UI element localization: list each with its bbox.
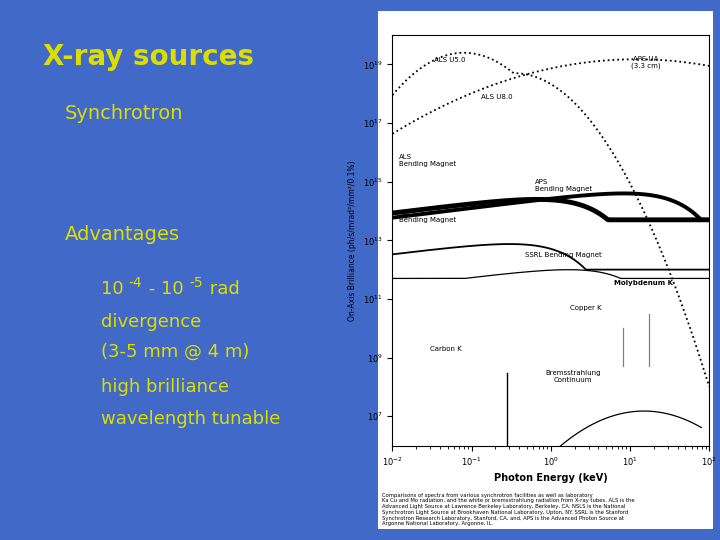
- Text: Advantages: Advantages: [65, 225, 180, 244]
- Text: Synchrotron: Synchrotron: [65, 104, 184, 123]
- Text: ALS
Bending Magnet: ALS Bending Magnet: [399, 154, 456, 167]
- Text: Copper K: Copper K: [570, 305, 601, 311]
- Text: ALS U8.0: ALS U8.0: [481, 94, 513, 100]
- Text: (3-5 mm @ 4 m): (3-5 mm @ 4 m): [101, 342, 249, 360]
- Text: high brilliance: high brilliance: [101, 377, 229, 395]
- Text: rad: rad: [204, 280, 240, 298]
- Text: wavelength tunable: wavelength tunable: [101, 410, 280, 428]
- Text: -5: -5: [189, 276, 203, 290]
- Text: SSRL Bending Magnet: SSRL Bending Magnet: [526, 252, 602, 258]
- Text: Comparisons of spectra from various synchrotron facilities as well as laboratory: Comparisons of spectra from various sync…: [382, 492, 634, 526]
- Text: divergence: divergence: [101, 313, 201, 330]
- Text: Carbon K: Carbon K: [431, 346, 462, 352]
- Text: 10: 10: [101, 280, 123, 298]
- Text: APS UA
(3.3 cm): APS UA (3.3 cm): [631, 56, 661, 70]
- Y-axis label: On-Axis Brilliance (ph/s/mrad²/mm²/0.1%): On-Axis Brilliance (ph/s/mrad²/mm²/0.1%): [348, 160, 357, 321]
- Text: Molybdenum K: Molybdenum K: [614, 280, 673, 286]
- Text: APS
Bending Magnet: APS Bending Magnet: [535, 179, 592, 192]
- Text: Bremsstrahlung
Continuum: Bremsstrahlung Continuum: [545, 370, 600, 383]
- Bar: [378, 11, 713, 529]
- X-axis label: Photon Energy (keV): Photon Energy (keV): [494, 473, 608, 483]
- Text: X-ray sources: X-ray sources: [43, 43, 254, 71]
- Text: NSLS
Bending Magnet: NSLS Bending Magnet: [399, 210, 456, 223]
- Text: ALS U5.0: ALS U5.0: [433, 57, 465, 63]
- Text: -4: -4: [128, 276, 142, 290]
- Text: - 10: - 10: [143, 280, 183, 298]
